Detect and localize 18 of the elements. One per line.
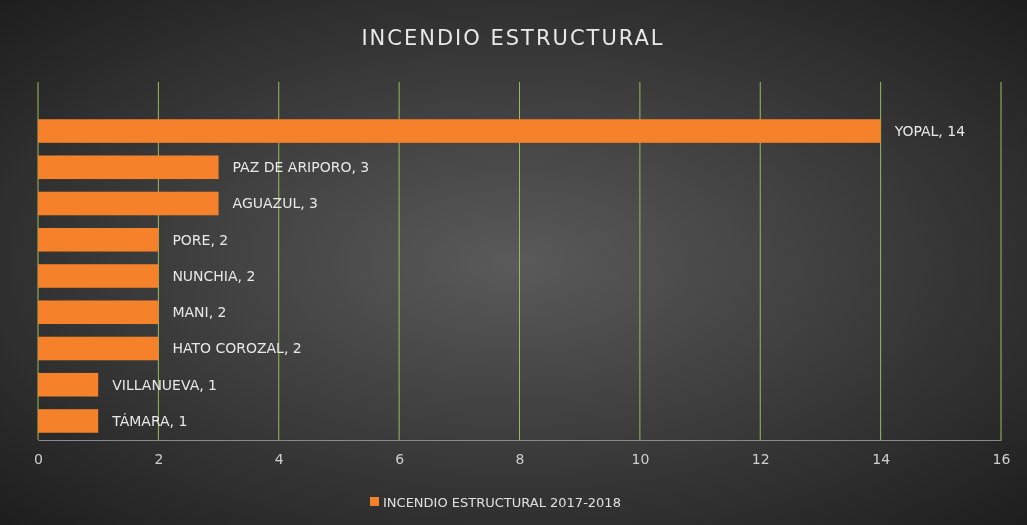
x-tick-label: 16 xyxy=(992,450,1011,467)
x-tick-label: 0 xyxy=(34,450,43,467)
x-tick-label: 4 xyxy=(274,450,284,467)
x-tick-label: 2 xyxy=(154,450,164,467)
chart-title: INCENDIO ESTRUCTURAL xyxy=(361,26,665,50)
x-tick-label: 6 xyxy=(395,450,405,467)
x-tick-label: 12 xyxy=(751,450,770,467)
y-tick-label: MANI, 2 xyxy=(172,304,227,321)
x-tick-label: 8 xyxy=(515,450,525,467)
y-tick-label: NUNCHIA, 2 xyxy=(172,267,256,284)
y-tick-label: AGUAZUL, 3 xyxy=(232,195,319,212)
legend-label: INCENDIO ESTRUCTURAL 2017-2018 xyxy=(383,494,621,510)
y-tick-label: PORE, 2 xyxy=(172,231,229,248)
y-tick-label: HATO COROZAL, 2 xyxy=(172,340,302,357)
x-tick-label: 10 xyxy=(631,450,650,467)
y-tick-label: YOPAL, 14 xyxy=(893,122,966,139)
x-tick-label: 14 xyxy=(872,450,891,467)
y-tick-label: PAZ DE ARIPORO, 3 xyxy=(232,159,370,176)
